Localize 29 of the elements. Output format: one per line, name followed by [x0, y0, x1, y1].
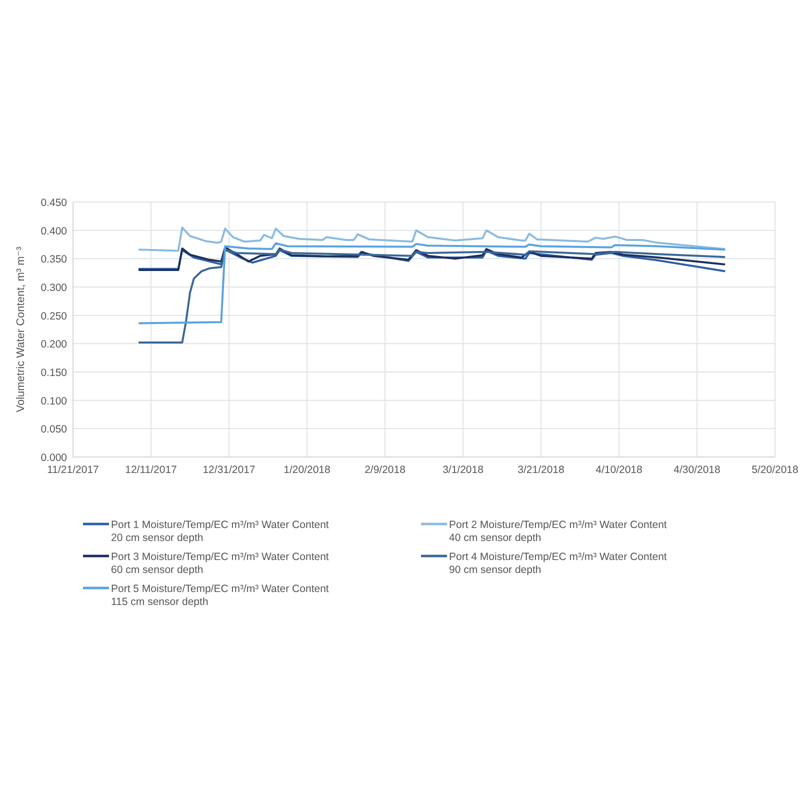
x-tick-label: 12/31/2017	[202, 464, 256, 476]
y-tick-label: 0.100	[40, 395, 68, 408]
y-tick-label: 0.350	[40, 254, 68, 266]
line-series	[138, 248, 726, 344]
legend-label: Port 5 Moisture/Temp/EC m³/m³ Water Content 115 cm sensor depth	[111, 583, 329, 608]
legend-label: Port 1 Moisture/Temp/EC m³/m³ Water Content 20 cm sensor depth	[111, 519, 329, 544]
y-tick-label: 0.250	[40, 310, 68, 322]
y-tick-label: 0.150	[40, 367, 68, 379]
line-series	[138, 242, 726, 324]
x-tick-label: 3/1/2018	[442, 464, 484, 476]
x-tick-label: 12/11/2017	[125, 464, 178, 476]
y-axis-title: Volumetric Water Content, m³ m⁻³	[15, 246, 27, 412]
x-tick-label: 11/21/2017	[47, 464, 100, 476]
x-tick-label: 4/10/2018	[596, 464, 643, 476]
x-tick-label: 5/20/2018	[752, 464, 799, 476]
legend-label: Port 2 Moisture/Temp/EC m³/m³ Water Content 40 cm sensor depth	[449, 519, 667, 544]
legend-label: Port 3 Moisture/Temp/EC m³/m³ Water Content 60 cm sensor depth	[111, 551, 329, 576]
y-tick-label: 0.000	[40, 452, 68, 464]
x-tick-label: 4/30/2018	[674, 464, 721, 476]
y-tick-label: 0.300	[40, 282, 68, 294]
legend-label: Port 4 Moisture/Temp/EC m³/m³ Water Content 90 cm sensor depth	[449, 551, 667, 576]
x-tick-label: 3/21/2018	[518, 464, 565, 476]
y-tick-label: 0.200	[40, 338, 68, 351]
y-tick-label: 0.450	[40, 197, 68, 209]
x-tick-label: 1/20/2018	[284, 464, 331, 476]
line-series	[138, 226, 726, 252]
y-tick-label: 0.400	[40, 225, 68, 238]
x-tick-label: 2/9/2018	[364, 464, 406, 476]
y-tick-label: 0.050	[40, 424, 68, 436]
